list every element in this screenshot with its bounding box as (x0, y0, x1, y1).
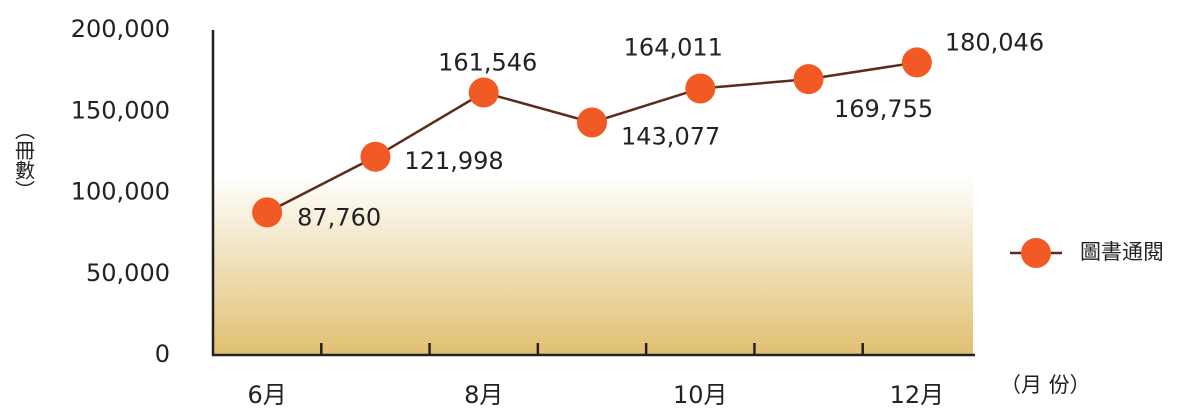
x-tick-label: 8月 (464, 381, 503, 409)
legend-marker (1021, 238, 1051, 268)
legend-label: 圖書通閱 (1080, 240, 1164, 264)
data-point (468, 77, 499, 108)
data-point (901, 47, 932, 78)
data-point (685, 73, 716, 104)
data-label: 180,046 (945, 28, 1044, 56)
data-label: 169,755 (834, 95, 933, 123)
y-tick-label: 150,000 (71, 96, 170, 124)
data-label: 121,998 (404, 147, 503, 175)
y-tick-label: 100,000 (71, 178, 170, 206)
x-axis-title: （月 份） (1000, 373, 1091, 397)
plot-background (213, 175, 973, 355)
x-tick-label: 12月 (890, 381, 945, 409)
data-point (360, 141, 391, 172)
data-label: 87,760 (297, 203, 381, 231)
data-point (793, 64, 824, 95)
y-axis-title: （冊數） (12, 120, 36, 200)
x-tick-label: 10月 (673, 381, 728, 409)
x-tick-label: 6月 (248, 381, 287, 409)
y-tick-label: 200,000 (71, 15, 170, 43)
y-tick-label: 0 (155, 340, 170, 368)
data-point (577, 107, 607, 138)
data-point (252, 197, 283, 228)
data-label: 143,077 (621, 122, 720, 150)
data-label: 164,011 (624, 33, 723, 61)
data-label: 161,546 (438, 48, 537, 76)
y-tick-label: 50,000 (86, 259, 170, 287)
